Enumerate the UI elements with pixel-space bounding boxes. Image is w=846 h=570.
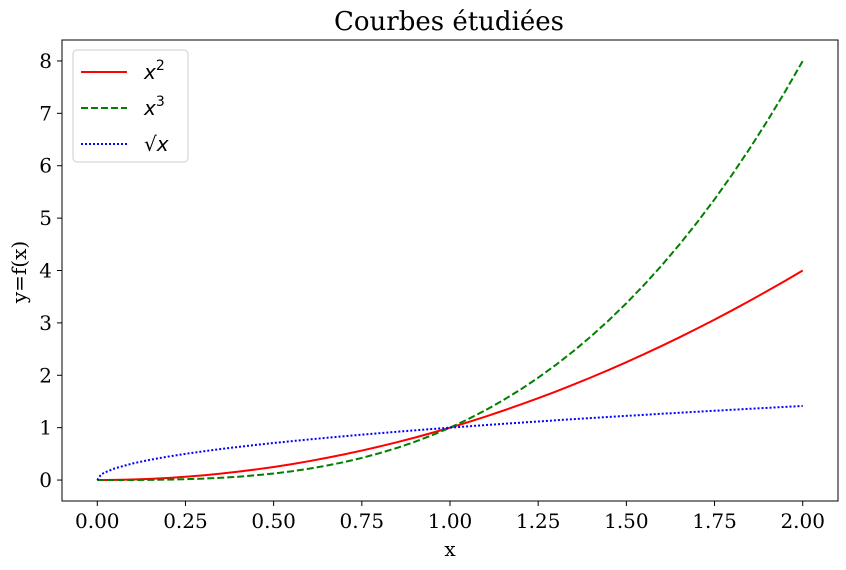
y-tick-label: 4 <box>39 259 52 283</box>
chart-title: Courbes étudiées <box>334 7 564 37</box>
y-tick-label: 7 <box>39 101 52 125</box>
legend-label-0: x2 <box>143 58 165 84</box>
legend-label-1: x3 <box>143 94 165 120</box>
y-axis-label: y=f(x) <box>7 241 31 304</box>
series-line-1 <box>97 60 804 482</box>
y-tick-label: 6 <box>39 154 52 178</box>
legend: x2 x3 √x <box>72 49 189 163</box>
x-tick-label: 0.75 <box>340 509 385 533</box>
y-tick-label: 2 <box>39 363 52 387</box>
x-axis-label: x <box>444 537 456 561</box>
x-tick-label: 1.25 <box>516 509 561 533</box>
x-tick-label: 1.75 <box>692 509 737 533</box>
series-line-2 <box>96 404 803 481</box>
legend-box <box>72 49 189 163</box>
y-tick-label: 8 <box>39 49 52 73</box>
x-tick-label: 2.00 <box>780 509 825 533</box>
plot-frame <box>61 39 839 502</box>
series-line-0 <box>97 269 804 482</box>
legend-label-2: √x <box>144 132 169 156</box>
x-tick-label: 0.00 <box>75 509 120 533</box>
series-layer <box>96 60 804 482</box>
x-tick-label: 0.25 <box>163 509 208 533</box>
y-tick-label: 5 <box>39 206 52 230</box>
y-tick-label: 1 <box>39 416 52 440</box>
ticks-layer: 0.00 0.25 0.50 0.75 1.00 1.25 1.50 1.75 2.00 0 1 2 3… <box>39 49 825 533</box>
x-tick-label: 1.50 <box>604 509 649 533</box>
x-tick-label: 1.00 <box>428 509 473 533</box>
y-tick-label: 0 <box>39 468 52 492</box>
x-tick-label: 0.50 <box>251 509 296 533</box>
y-tick-label: 3 <box>39 311 52 335</box>
